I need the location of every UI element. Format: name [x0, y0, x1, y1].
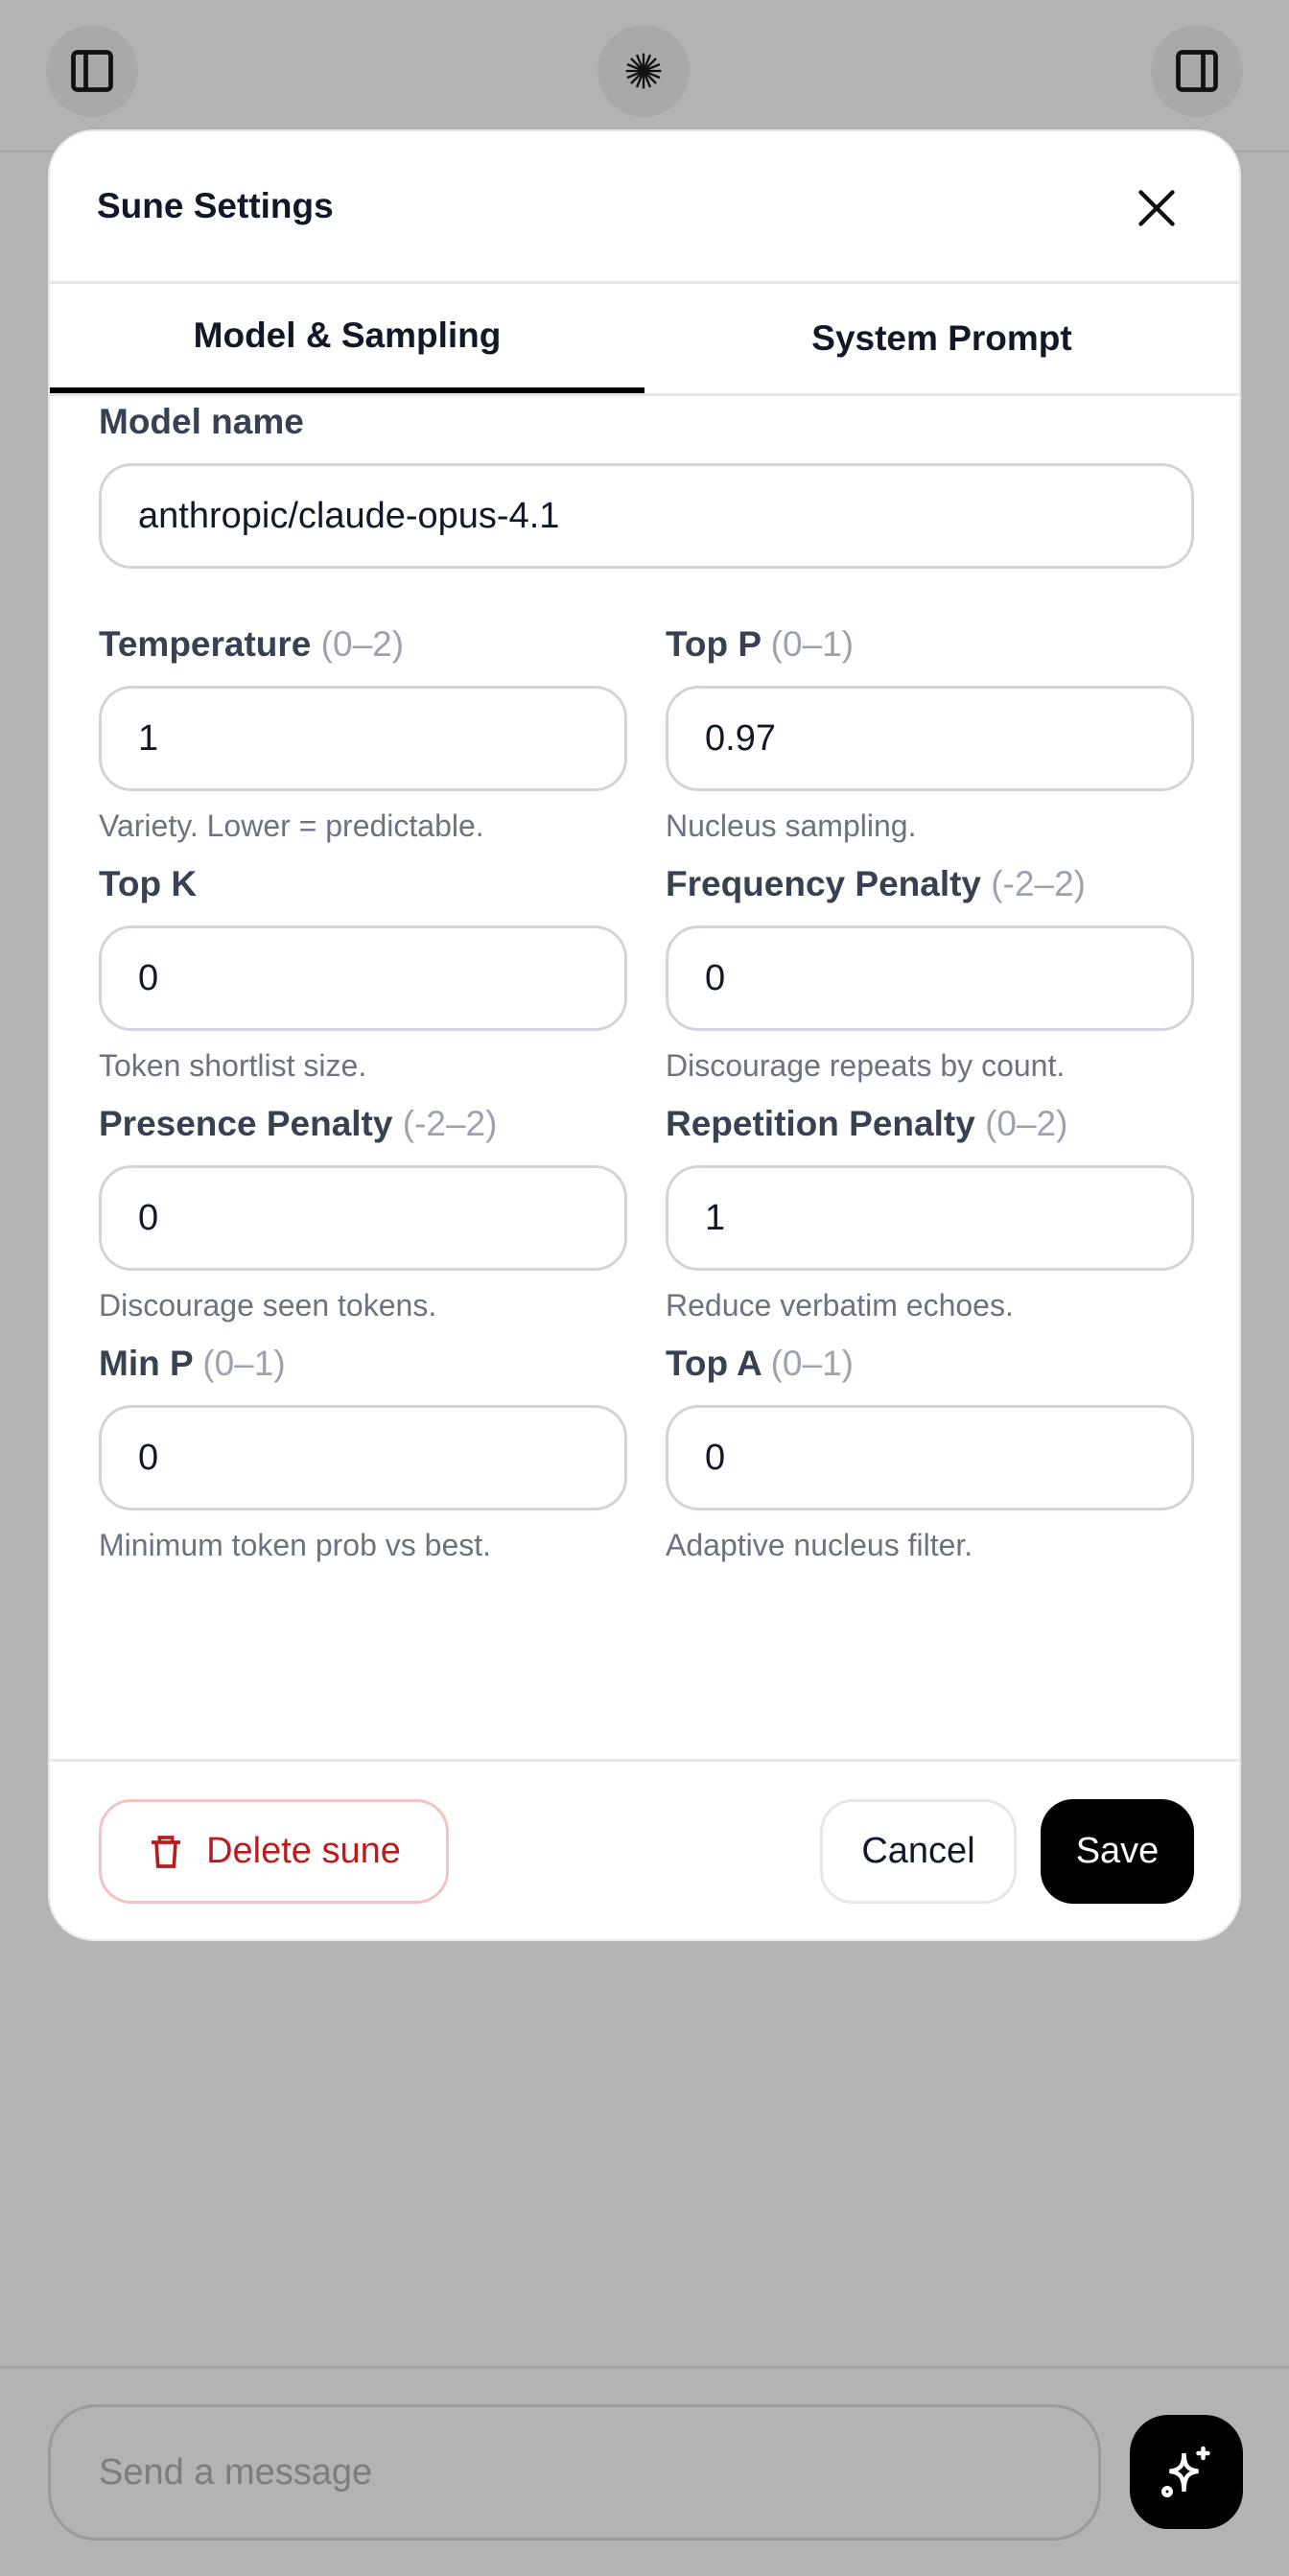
sune-settings-dialog: Sune Settings Model & Sampling System Pr…: [48, 129, 1241, 1941]
temperature-hint: Variety. Lower = predictable.: [99, 808, 484, 843]
delete-sune-button[interactable]: Delete sune: [99, 1799, 449, 1904]
model-name-input[interactable]: anthropic/claude-opus-4.1: [99, 463, 1194, 569]
cancel-button[interactable]: Cancel: [820, 1799, 1017, 1904]
min-p-range: (0–1): [202, 1344, 286, 1383]
sidebar-right-icon: [1176, 50, 1218, 92]
frequency-penalty-label: Frequency Penalty (-2–2): [666, 864, 1194, 906]
field-frequency-penalty: Frequency Penalty (-2–2) 0 Discourage re…: [666, 864, 1194, 1087]
sidebar-left-icon: [71, 50, 113, 92]
repetition-penalty-input[interactable]: 1: [666, 1165, 1194, 1271]
min-p-label-text: Min P: [99, 1344, 193, 1383]
presence-penalty-hint: Discourage seen tokens.: [99, 1288, 437, 1323]
close-icon[interactable]: [1136, 187, 1178, 229]
field-repetition-penalty: Repetition Penalty (0–2) 1 Reduce verbat…: [666, 1104, 1194, 1326]
top-a-hint: Adaptive nucleus filter.: [666, 1528, 973, 1562]
min-p-input[interactable]: 0: [99, 1405, 627, 1510]
repetition-penalty-label-text: Repetition Penalty: [666, 1104, 975, 1143]
model-name-label: Model name: [99, 402, 304, 441]
composer-divider: [0, 2366, 1289, 2369]
temperature-range: (0–2): [320, 624, 405, 664]
frequency-penalty-label-text: Frequency Penalty: [666, 864, 982, 903]
top-a-range: (0–1): [770, 1344, 854, 1383]
top-k-label: Top K: [99, 864, 627, 906]
trash-icon: [152, 1835, 181, 1868]
top-k-hint: Token shortlist size.: [99, 1048, 367, 1083]
toggle-left-sidebar-button[interactable]: [46, 25, 138, 117]
temperature-label: Temperature (0–2): [99, 624, 627, 667]
field-min-p: Min P (0–1) 0 Minimum token prob vs best…: [99, 1344, 627, 1566]
dialog-footer: [50, 1759, 1239, 1762]
send-button[interactable]: [1130, 2415, 1243, 2529]
presence-penalty-label: Presence Penalty (-2–2): [99, 1104, 627, 1146]
field-top-a: Top A (0–1) 0 Adaptive nucleus filter.: [666, 1344, 1194, 1566]
repetition-penalty-range: (0–2): [985, 1104, 1068, 1143]
top-p-input[interactable]: 0.97: [666, 686, 1194, 791]
message-input[interactable]: Send a message: [48, 2404, 1101, 2541]
dialog-title: Sune Settings: [97, 186, 334, 225]
message-placeholder: Send a message: [99, 2451, 373, 2493]
top-k-input[interactable]: 0: [99, 925, 627, 1031]
repetition-penalty-hint: Reduce verbatim echoes.: [666, 1288, 1014, 1323]
min-p-hint: Minimum token prob vs best.: [99, 1528, 492, 1562]
frequency-penalty-input[interactable]: 0: [666, 925, 1194, 1031]
top-bar: [0, 0, 1289, 152]
toggle-right-sidebar-button[interactable]: [1151, 25, 1243, 117]
repetition-penalty-label: Repetition Penalty (0–2): [666, 1104, 1194, 1146]
top-a-input[interactable]: 0: [666, 1405, 1194, 1510]
top-p-label-text: Top P: [666, 624, 762, 664]
tab-model-sampling[interactable]: Model & Sampling: [50, 284, 644, 393]
frequency-penalty-hint: Discourage repeats by count.: [666, 1048, 1066, 1083]
top-p-range: (0–1): [770, 624, 855, 664]
logo-button[interactable]: [598, 25, 690, 117]
sparkles-icon: [1161, 2446, 1210, 2497]
starburst-logo-icon: [625, 53, 662, 89]
top-a-label-text: Top A: [666, 1344, 762, 1383]
temperature-input[interactable]: 1: [99, 686, 627, 791]
top-a-label: Top A (0–1): [666, 1344, 1194, 1386]
field-temperature: Temperature (0–2) 1 Variety. Lower = pre…: [99, 624, 627, 847]
delete-sune-label: Delete sune: [206, 1831, 401, 1871]
presence-penalty-range: (-2–2): [402, 1104, 498, 1143]
frequency-penalty-range: (-2–2): [991, 864, 1086, 903]
field-presence-penalty: Presence Penalty (-2–2) 0 Discourage see…: [99, 1104, 627, 1326]
save-button[interactable]: Save: [1041, 1799, 1194, 1904]
field-top-p: Top P (0–1) 0.97 Nucleus sampling.: [666, 624, 1194, 847]
field-top-k: Top K 0 Token shortlist size.: [99, 864, 627, 1087]
top-k-label-text: Top K: [99, 864, 198, 903]
min-p-label: Min P (0–1): [99, 1344, 627, 1386]
presence-penalty-input[interactable]: 0: [99, 1165, 627, 1271]
temperature-label-text: Temperature: [99, 624, 312, 664]
top-p-label: Top P (0–1): [666, 624, 1194, 667]
top-p-hint: Nucleus sampling.: [666, 808, 917, 843]
presence-penalty-label-text: Presence Penalty: [99, 1104, 393, 1143]
tab-system-prompt[interactable]: System Prompt: [811, 318, 1072, 358]
